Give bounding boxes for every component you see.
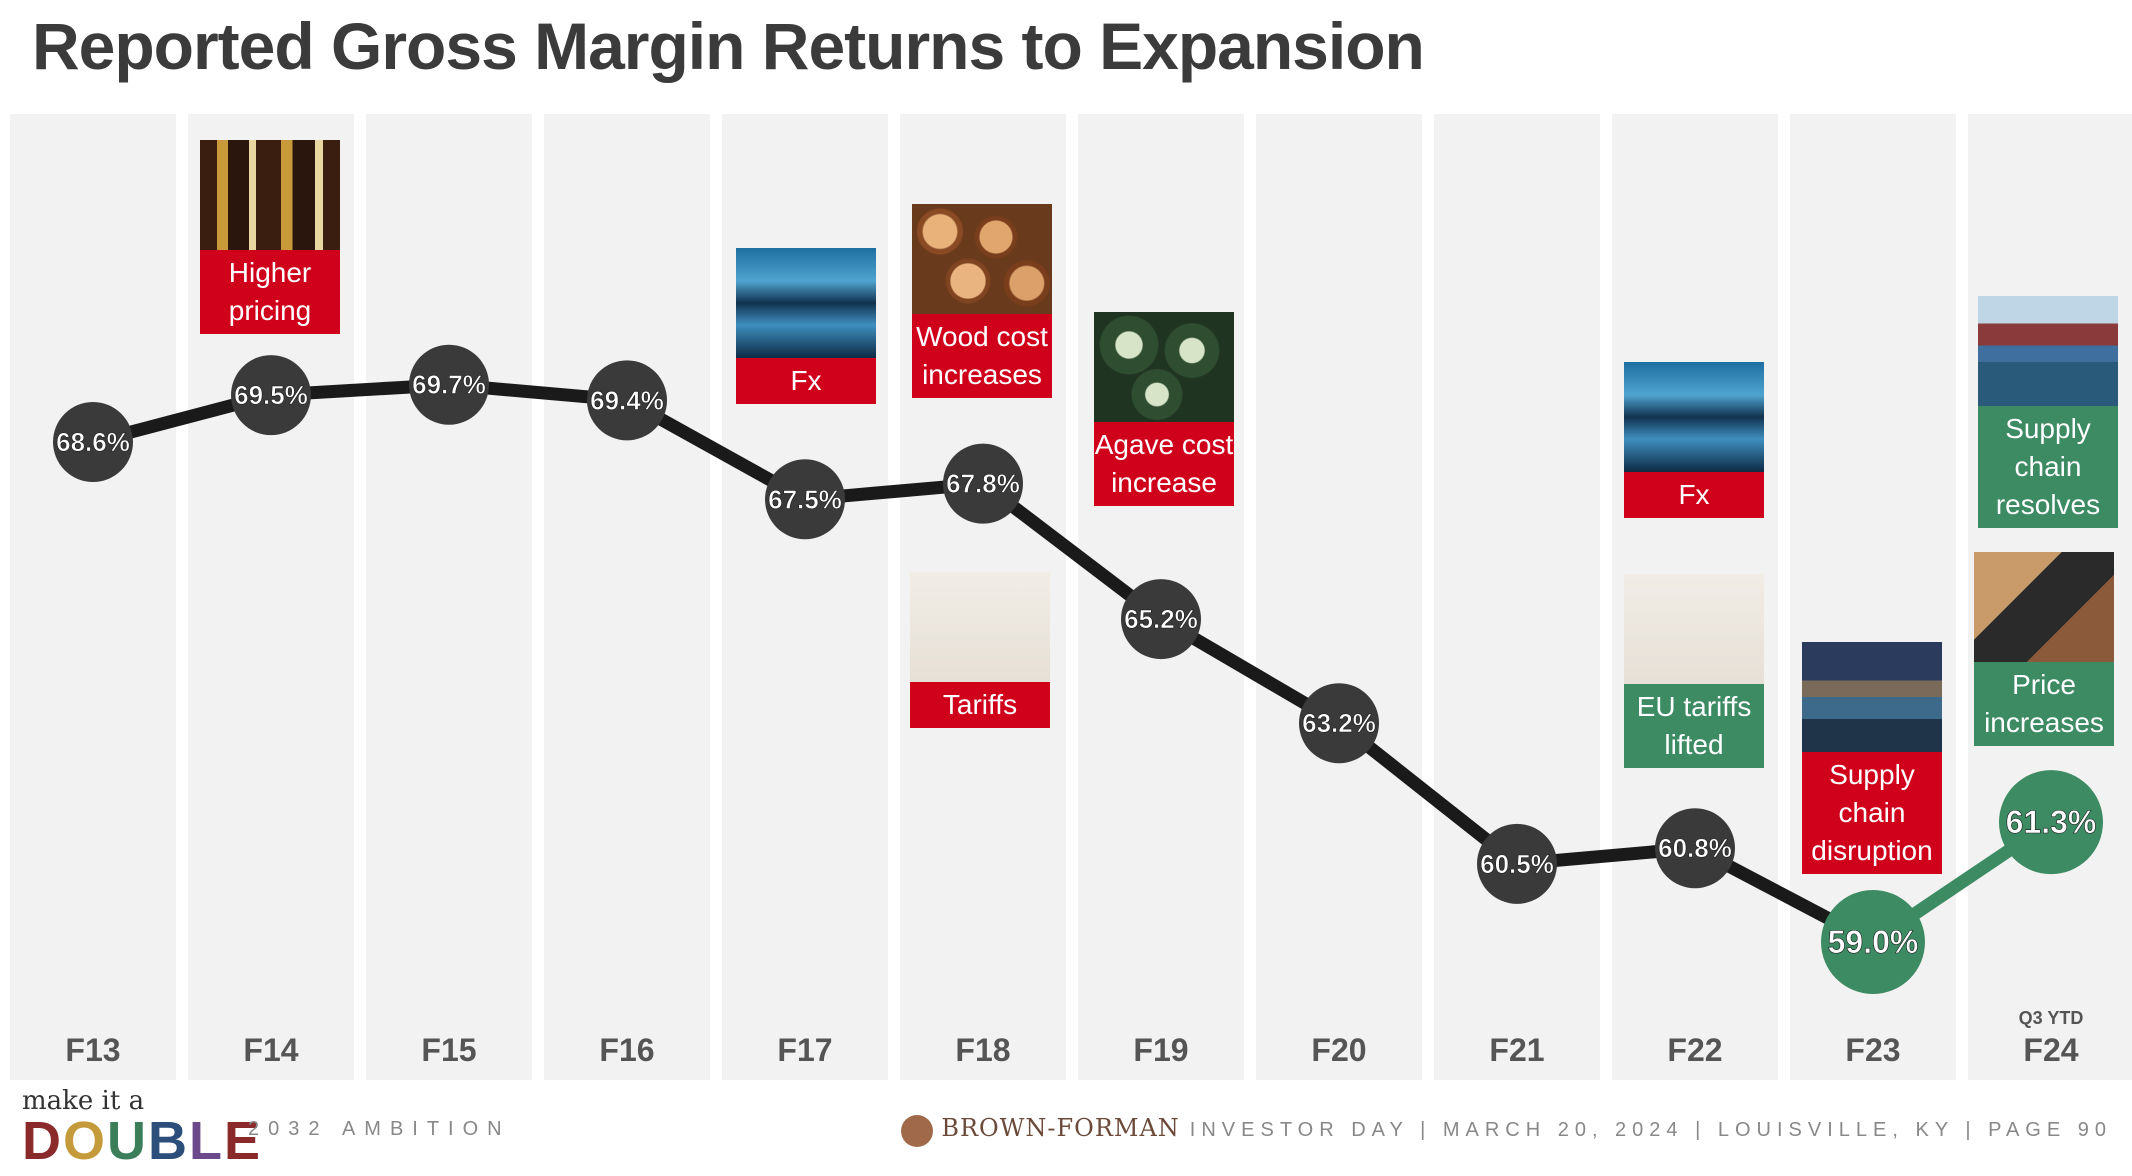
ytd-note: Q3 YTD	[2018, 1008, 2084, 1028]
annotation-card: Tariffs	[910, 572, 1050, 728]
data-point	[1477, 823, 1557, 904]
x-tick-label: F24	[2023, 1032, 2079, 1068]
column-bg-f15	[366, 114, 532, 1080]
data-label: 60.8%	[1658, 833, 1732, 863]
annotation-card: Wood cost increases	[912, 204, 1052, 398]
annotation-label: EU tariffs lifted	[1624, 684, 1764, 768]
annotation-line: Wood cost	[916, 321, 1048, 352]
brand-name: BROWN-FORMAN	[941, 1114, 1180, 1142]
annotation-line: Higher	[228, 257, 312, 288]
x-tick-label: F22	[1667, 1032, 1723, 1068]
data-point	[409, 344, 489, 425]
annotation-line: Supply chain	[2005, 413, 2091, 482]
x-tick-label: F13	[65, 1032, 121, 1068]
annotation-label: Agave cost increase	[1094, 422, 1234, 506]
annotation-card: Agave cost increase	[1094, 312, 1234, 506]
data-label: 67.8%	[946, 469, 1020, 499]
annotation-label: Fx	[736, 358, 876, 404]
wood-logs-image	[912, 204, 1052, 314]
annotation-label: Wood cost increases	[912, 314, 1052, 398]
data-point	[1999, 770, 2103, 875]
data-label: 65.2%	[1124, 604, 1198, 634]
event-info: INVESTOR DAY | MARCH 20, 2024 | LOUISVIL…	[1189, 1119, 2112, 1141]
column-bg-f13	[10, 114, 176, 1080]
annotation-line: pricing	[228, 295, 312, 326]
brown-forman-logo-icon	[901, 1114, 934, 1147]
column-bg-f20	[1256, 114, 1422, 1080]
annotation-line: Price	[2012, 669, 2076, 700]
footer-info: BROWN-FORMAN INVESTOR DAY | MARCH 20, 202…	[901, 1114, 2112, 1147]
make-it-a-text: make it a	[22, 1086, 145, 1116]
data-point	[53, 402, 133, 482]
annotation-label: Price increases	[1974, 662, 2114, 746]
tariff-dictionary-image	[910, 572, 1050, 682]
annotation-label: Supply chain resolves	[1978, 406, 2118, 528]
currency-board-image	[736, 248, 876, 358]
page-title: Reported Gross Margin Returns to Expansi…	[32, 9, 1425, 83]
data-point	[765, 459, 845, 540]
data-point	[1121, 579, 1201, 660]
annotation-card: Higher pricing	[200, 140, 340, 334]
tariff-dictionary-image	[1624, 574, 1764, 684]
annotation-label: Higher pricing	[200, 250, 340, 334]
annotation-line: Fx	[1678, 479, 1710, 510]
x-tick-label: F20	[1311, 1032, 1367, 1068]
data-label: 69.4%	[590, 385, 664, 415]
data-label: 69.5%	[234, 380, 308, 410]
annotation-line: EU tariffs	[1636, 691, 1752, 722]
annotation-label: Tariffs	[910, 682, 1050, 728]
data-point	[1299, 683, 1379, 764]
make-it-a-double-logo: make it a DOUBLE	[22, 1086, 262, 1172]
annotation-line: increases	[1984, 707, 2104, 738]
x-tick-label: F14	[243, 1032, 299, 1068]
annotation-line: resolves	[1995, 489, 2101, 520]
data-label: 67.5%	[768, 484, 842, 514]
ambition-text: 2032 AMBITION	[248, 1118, 511, 1140]
card-payment-image	[1974, 552, 2114, 662]
data-label: 69.7%	[412, 370, 486, 400]
x-tick-label: F23	[1845, 1032, 1901, 1068]
x-tick-label: F16	[599, 1032, 655, 1068]
data-label: 60.5%	[1480, 849, 1554, 879]
annotation-line: Tariffs	[942, 689, 1018, 720]
agave-image	[1094, 312, 1234, 422]
data-label: 68.6%	[56, 427, 130, 457]
data-point	[1655, 808, 1735, 889]
annotation-line: disruption	[1811, 835, 1933, 866]
x-tick-label: F17	[777, 1032, 833, 1068]
data-label: 59.0%	[1828, 924, 1919, 960]
annotation-card: Supply chain disruption	[1802, 642, 1942, 874]
annotation-line: lifted	[1664, 729, 1724, 760]
annotation-line: Supply chain	[1829, 759, 1915, 828]
data-point	[587, 360, 667, 441]
data-point	[231, 355, 311, 436]
x-tick-label: F19	[1133, 1032, 1189, 1068]
annotation-card: Price increases	[1974, 552, 2114, 746]
annotation-line: increases	[922, 359, 1042, 390]
shipping-port-image	[1802, 642, 1942, 752]
whiskey-bottles-image	[200, 140, 340, 250]
data-point	[943, 443, 1023, 524]
annotation-line: Agave cost	[1094, 429, 1234, 460]
data-label: 63.2%	[1302, 708, 1376, 738]
currency-board-image	[1624, 362, 1764, 472]
annotation-line: Fx	[790, 365, 822, 396]
x-tick-label: F18	[955, 1032, 1011, 1068]
data-label: 61.3%	[2006, 804, 2097, 840]
annotation-card: Fx	[1624, 362, 1764, 518]
annotation-label: Fx	[1624, 472, 1764, 518]
double-text: DOUBLE	[22, 1111, 263, 1171]
annotation-line: increase	[1111, 467, 1217, 498]
x-tick-label: F15	[421, 1032, 477, 1068]
annotation-card: Supply chain resolves	[1978, 296, 2118, 528]
annotation-label: Supply chain disruption	[1802, 752, 1942, 874]
data-point	[1821, 889, 1925, 994]
cargo-ship-image	[1978, 296, 2118, 406]
x-tick-label: F21	[1489, 1032, 1545, 1068]
annotation-card: EU tariffs lifted	[1624, 574, 1764, 768]
column-bg-f21	[1434, 114, 1600, 1080]
column-bg-f16	[544, 114, 710, 1080]
annotation-card: Fx	[736, 248, 876, 404]
